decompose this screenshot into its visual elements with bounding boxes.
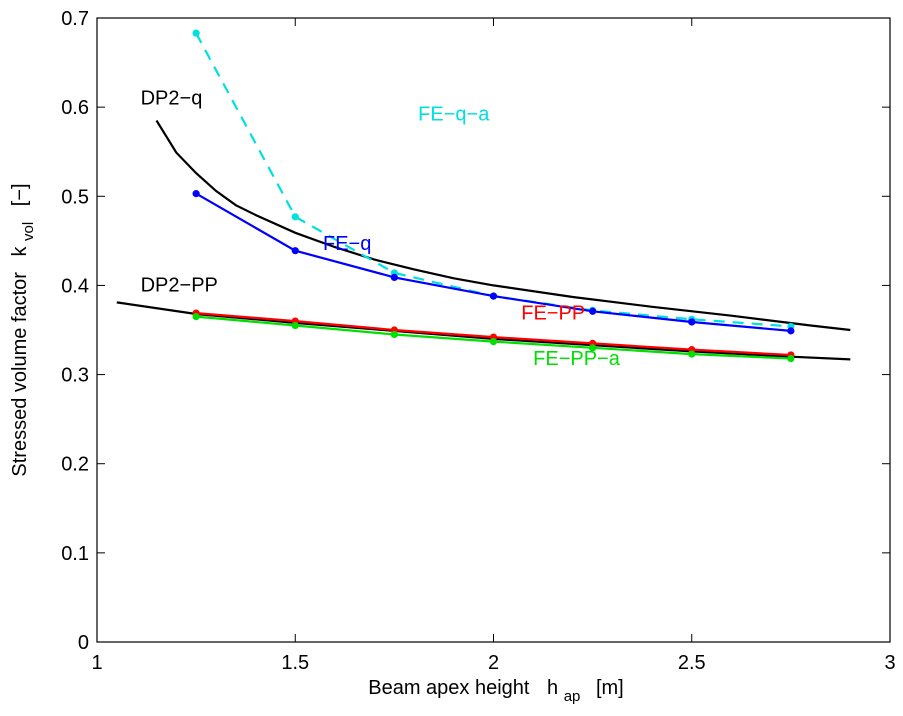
annotation-fe-pp: FE−PP: [521, 302, 585, 324]
data-point-fe-pp-a-2: [390, 330, 398, 339]
y-axis-symbol: k: [9, 246, 31, 257]
y-tick-label: 0.5: [61, 186, 89, 208]
data-point-fe-pp-a-6: [787, 354, 795, 363]
y-tick-label: 0.3: [61, 365, 89, 387]
y-tick-label: 0.4: [61, 275, 89, 297]
y-tick-label: 0.2: [61, 454, 89, 476]
data-point-fe-pp-a-5: [688, 350, 696, 358]
plot-area: [97, 18, 890, 642]
data-point-fe-q-6: [787, 327, 795, 335]
x-axis-title: Beam apex height: [368, 677, 530, 699]
ticks-layer: 1 1.5 2 2.5 3 0 0.1 0.2 0.3 0.4 0.5 0.6 0.7: [61, 8, 895, 674]
x-axis-symbol: h: [547, 677, 558, 699]
x-axis-unit: [m]: [596, 677, 624, 699]
data-point-fe-q-5: [688, 318, 696, 326]
x-tick-label: 3: [884, 652, 895, 674]
series-layer: [116, 29, 851, 363]
data-point-fe-q-a-0: [192, 29, 200, 37]
data-point-fe-pp-a-0: [192, 313, 200, 321]
x-tick-label: 1: [91, 652, 102, 674]
y-axis-unit: [−]: [9, 183, 31, 206]
data-point-fe-q-2: [390, 273, 398, 282]
data-point-fe-q-4: [589, 307, 597, 315]
data-point-fe-pp-a-3: [489, 337, 498, 346]
y-tick-label: 0: [78, 632, 89, 654]
y-tick-label: 0.7: [61, 8, 89, 30]
data-point-fe-pp-a-1: [291, 321, 299, 330]
data-point-fe-q-1: [291, 247, 299, 255]
x-tick-label: 2.5: [678, 652, 706, 674]
annotation-dp2-q: DP2−q: [141, 87, 203, 109]
x-axis-subscript: ap: [564, 688, 581, 705]
x-tick-label: 2: [488, 652, 499, 674]
annotation-fe-pp-a: FE−PP−a: [533, 348, 621, 370]
annotation-fe-q-a: FE−q−a: [418, 104, 490, 126]
data-point-fe-q-a-1: [291, 213, 299, 221]
y-axis-label: Stressed volume factor k vol [−]: [9, 183, 38, 476]
y-tick-label: 0.1: [61, 543, 89, 565]
y-tick-label: 0.6: [61, 97, 89, 119]
series-line-dp2-q: [155, 119, 851, 332]
data-point-fe-pp-a-4: [589, 344, 597, 352]
x-axis-label: Beam apex height h ap [m]: [368, 677, 624, 706]
x-tick-label: 1.5: [281, 652, 309, 674]
annotation-dp2-pp: DP2−PP: [141, 275, 218, 297]
annotation-layer: DP2−q FE−q−a FE−q DP2−PP FE−PP FE−PP−a: [141, 87, 621, 369]
data-point-fe-q-0: [192, 190, 200, 198]
y-axis-title: Stressed volume factor: [9, 272, 31, 477]
annotation-fe-q: FE−q: [323, 233, 371, 255]
y-axis-subscript: vol: [20, 222, 37, 241]
data-point-fe-q-3: [489, 292, 498, 300]
